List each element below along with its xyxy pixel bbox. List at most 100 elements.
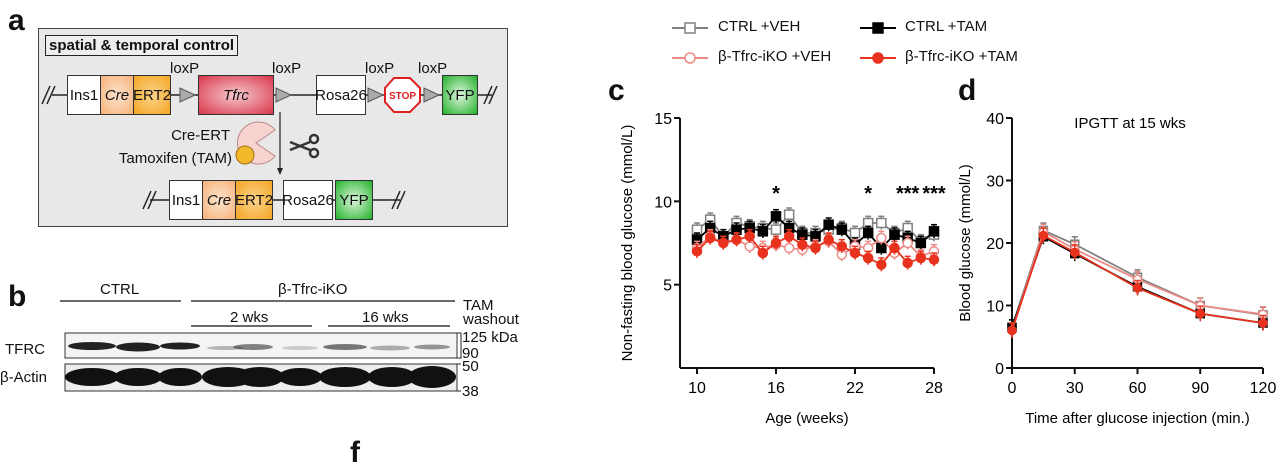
ert2-box: ERT2 — [133, 75, 171, 115]
data-point — [849, 227, 861, 239]
stop-label: STOP — [389, 91, 416, 102]
loxp-label: loxP — [418, 60, 448, 77]
x-axis-label: Age (weeks) — [765, 410, 848, 427]
data-point — [872, 52, 884, 64]
x-axis-label: Time after glucose injection (min.) — [1025, 410, 1250, 427]
significance-marker: *** — [896, 183, 920, 205]
data-point — [1070, 247, 1080, 258]
y-tick-label: 30 — [986, 174, 1004, 191]
x-tick-label: 16 — [767, 380, 785, 397]
stop-sign-icon — [384, 77, 421, 113]
x-tick-label: 30 — [1066, 380, 1084, 397]
loxp-triangle-icon — [275, 87, 293, 103]
data-point — [684, 22, 696, 34]
data-point — [744, 231, 755, 242]
yfp-box: YFP — [335, 180, 373, 220]
data-point — [783, 242, 795, 254]
mw-marker: 50 — [462, 358, 479, 375]
data-point — [757, 226, 769, 237]
ert2-box: ERT2 — [235, 180, 273, 220]
break-mark-icon — [41, 85, 56, 105]
loxp-triangle-icon — [423, 87, 441, 103]
break-mark-icon — [391, 190, 406, 210]
yfp-box: YFP — [442, 75, 478, 115]
data-point — [810, 242, 821, 254]
cre-label: Cre — [206, 191, 232, 209]
tfrc-row-label: TFRC — [5, 341, 45, 358]
tam-washout-label: TAM washout — [463, 297, 519, 327]
series--tfrc-iko-tam — [691, 228, 940, 272]
mw-marker: 90 — [462, 345, 479, 362]
loxp-label: loxP — [170, 60, 200, 77]
data-point — [684, 52, 696, 64]
loxp-triangle-icon — [367, 87, 385, 103]
y-tick-label: 5 — [663, 278, 672, 295]
wk2-label: 2 wks — [230, 309, 269, 326]
series--tfrc-iko-tam — [1007, 227, 1268, 338]
panel-label-d: d — [958, 74, 977, 107]
data-point — [691, 246, 703, 257]
ins1-box: Ins1 — [67, 75, 101, 115]
yfp-label: YFP — [339, 191, 369, 209]
rosa26-box: Rosa26 — [315, 75, 367, 115]
ctrl-group-label: CTRL — [100, 281, 140, 298]
rosa26-box: Rosa26 — [282, 180, 334, 220]
ins1-box: Ins1 — [169, 180, 203, 220]
rosa26-label: Rosa26 — [282, 191, 334, 209]
loxp-label: loxP — [365, 60, 395, 77]
data-point — [849, 247, 861, 259]
scissors-icon — [289, 133, 320, 159]
y-tick-label: 10 — [986, 299, 1004, 316]
significance-marker: *** — [922, 183, 946, 205]
actin-row-label: β-Actin — [0, 369, 47, 386]
y-tick-label: 40 — [986, 111, 1004, 128]
tamoxifen-icon — [235, 145, 255, 165]
y-tick-label: 15 — [654, 111, 672, 128]
data-point — [889, 229, 900, 240]
data-point — [770, 211, 782, 222]
tfrc-box: Tfrc — [198, 75, 274, 115]
data-point — [744, 241, 755, 252]
x-tick-label: 60 — [1129, 380, 1147, 397]
series-line — [1011, 230, 1264, 331]
tfrc-label: Tfrc — [223, 86, 249, 104]
loxp-label: loxP — [272, 60, 302, 77]
data-point — [731, 234, 742, 245]
charts: 5 10 15 10 16 22 28 Age (weeks) Non-fasting bloo… — [619, 111, 1276, 427]
data-point — [876, 232, 887, 244]
wk16-label: 16 wks — [362, 309, 409, 326]
western-blot — [60, 300, 462, 392]
chart-title: IPGTT at 15 wks — [1074, 115, 1185, 132]
cre-label: Cre — [104, 86, 130, 104]
actin-bands — [65, 366, 456, 388]
ert2-label: ERT2 — [132, 86, 172, 104]
mw-marker: 125 kDa — [462, 329, 518, 346]
data-point — [862, 252, 874, 264]
y-tick-label: 10 — [654, 194, 672, 211]
tam-label: TAM — [463, 297, 494, 314]
data-point — [862, 227, 874, 239]
significance-marker: * — [864, 183, 872, 205]
loxp-triangle-icon — [179, 87, 197, 103]
ko-group-label: β-Tfrc-iKO — [278, 281, 348, 298]
data-point — [876, 242, 887, 254]
data-point — [783, 231, 795, 242]
legend-label: β-Tfrc-iKO +TAM — [905, 48, 1018, 65]
x-tick-label: 90 — [1191, 380, 1209, 397]
tamoxifen-label: Tamoxifen (TAM) — [118, 150, 232, 167]
x-tick-label: 120 — [1250, 380, 1277, 397]
cre-box: Cre — [100, 75, 134, 115]
data-point — [876, 217, 887, 229]
data-point — [915, 252, 927, 264]
ins1-label: Ins1 — [171, 191, 201, 209]
significance-marker: * — [772, 183, 780, 205]
data-point — [757, 247, 769, 259]
data-point — [915, 237, 927, 249]
y-axis-label: Blood glucose (mmol/L) — [957, 164, 974, 322]
data-point — [823, 234, 834, 245]
data-point — [836, 241, 848, 252]
data-point — [872, 22, 884, 34]
data-point — [836, 224, 848, 235]
data-point — [770, 237, 782, 249]
